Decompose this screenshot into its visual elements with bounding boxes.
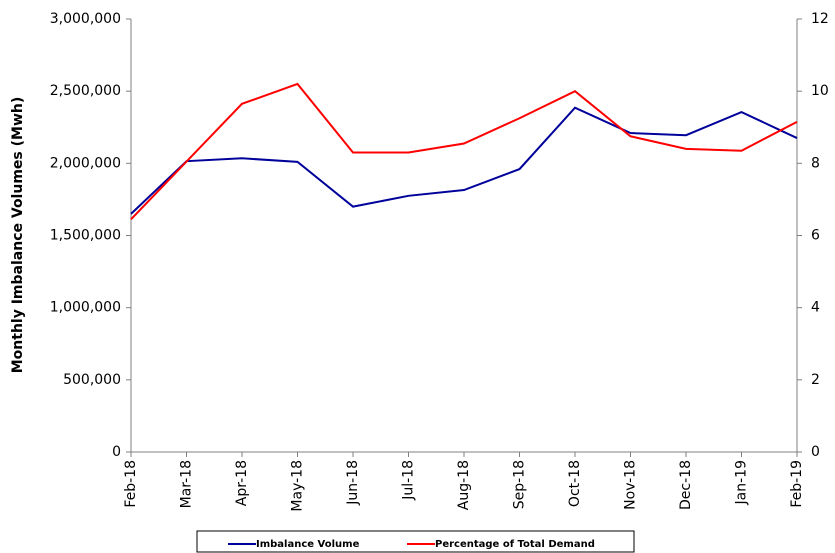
y-tick-label: 1,000,000 — [50, 300, 121, 316]
x-tick-label: Dec-18 — [678, 460, 694, 510]
y2-tick-label: 2 — [811, 372, 820, 388]
y-tick-label: 0 — [112, 444, 121, 460]
y-tick-label: 2,500,000 — [50, 83, 121, 99]
x-tick-label: Jan-19 — [734, 460, 750, 505]
legend-label: Imbalance Volume — [256, 539, 360, 550]
series-line — [130, 106, 798, 215]
y2-tick-label: 10 — [811, 83, 829, 99]
x-tick-label: Sep-18 — [512, 460, 528, 509]
series-line — [130, 82, 798, 220]
x-tick-label: Jun-18 — [345, 460, 361, 506]
legend-box — [196, 530, 635, 553]
x-tick-label: Nov-18 — [623, 460, 639, 510]
y-tick-label: 2,000,000 — [50, 155, 121, 171]
x-tick-label: Feb-19 — [789, 460, 805, 508]
y2-tick-label: 12 — [811, 11, 829, 27]
y2-tick-label: 0 — [811, 444, 820, 460]
y-axis-label: Monthly Imbalance Volumes (Mwh) — [10, 97, 26, 374]
y-tick-label: 1,500,000 — [50, 228, 121, 244]
x-tick-label: Oct-18 — [567, 460, 583, 507]
x-tick-label: May-18 — [290, 460, 306, 512]
y-tick-label: 500,000 — [63, 372, 121, 388]
x-tick-label: Jul-18 — [401, 460, 417, 501]
y-tick-label: 3,000,000 — [50, 11, 121, 27]
legend-label: Percentage of Total Demand — [435, 539, 595, 550]
y2-tick-label: 4 — [811, 300, 820, 316]
x-tick-label: Apr-18 — [234, 460, 250, 506]
x-tick-label: Aug-18 — [456, 460, 472, 510]
x-tick-label: Feb-18 — [123, 460, 139, 508]
x-tick-label: Mar-18 — [179, 460, 195, 508]
y2-tick-label: 8 — [811, 155, 820, 171]
y2-tick-label: 6 — [811, 228, 820, 244]
